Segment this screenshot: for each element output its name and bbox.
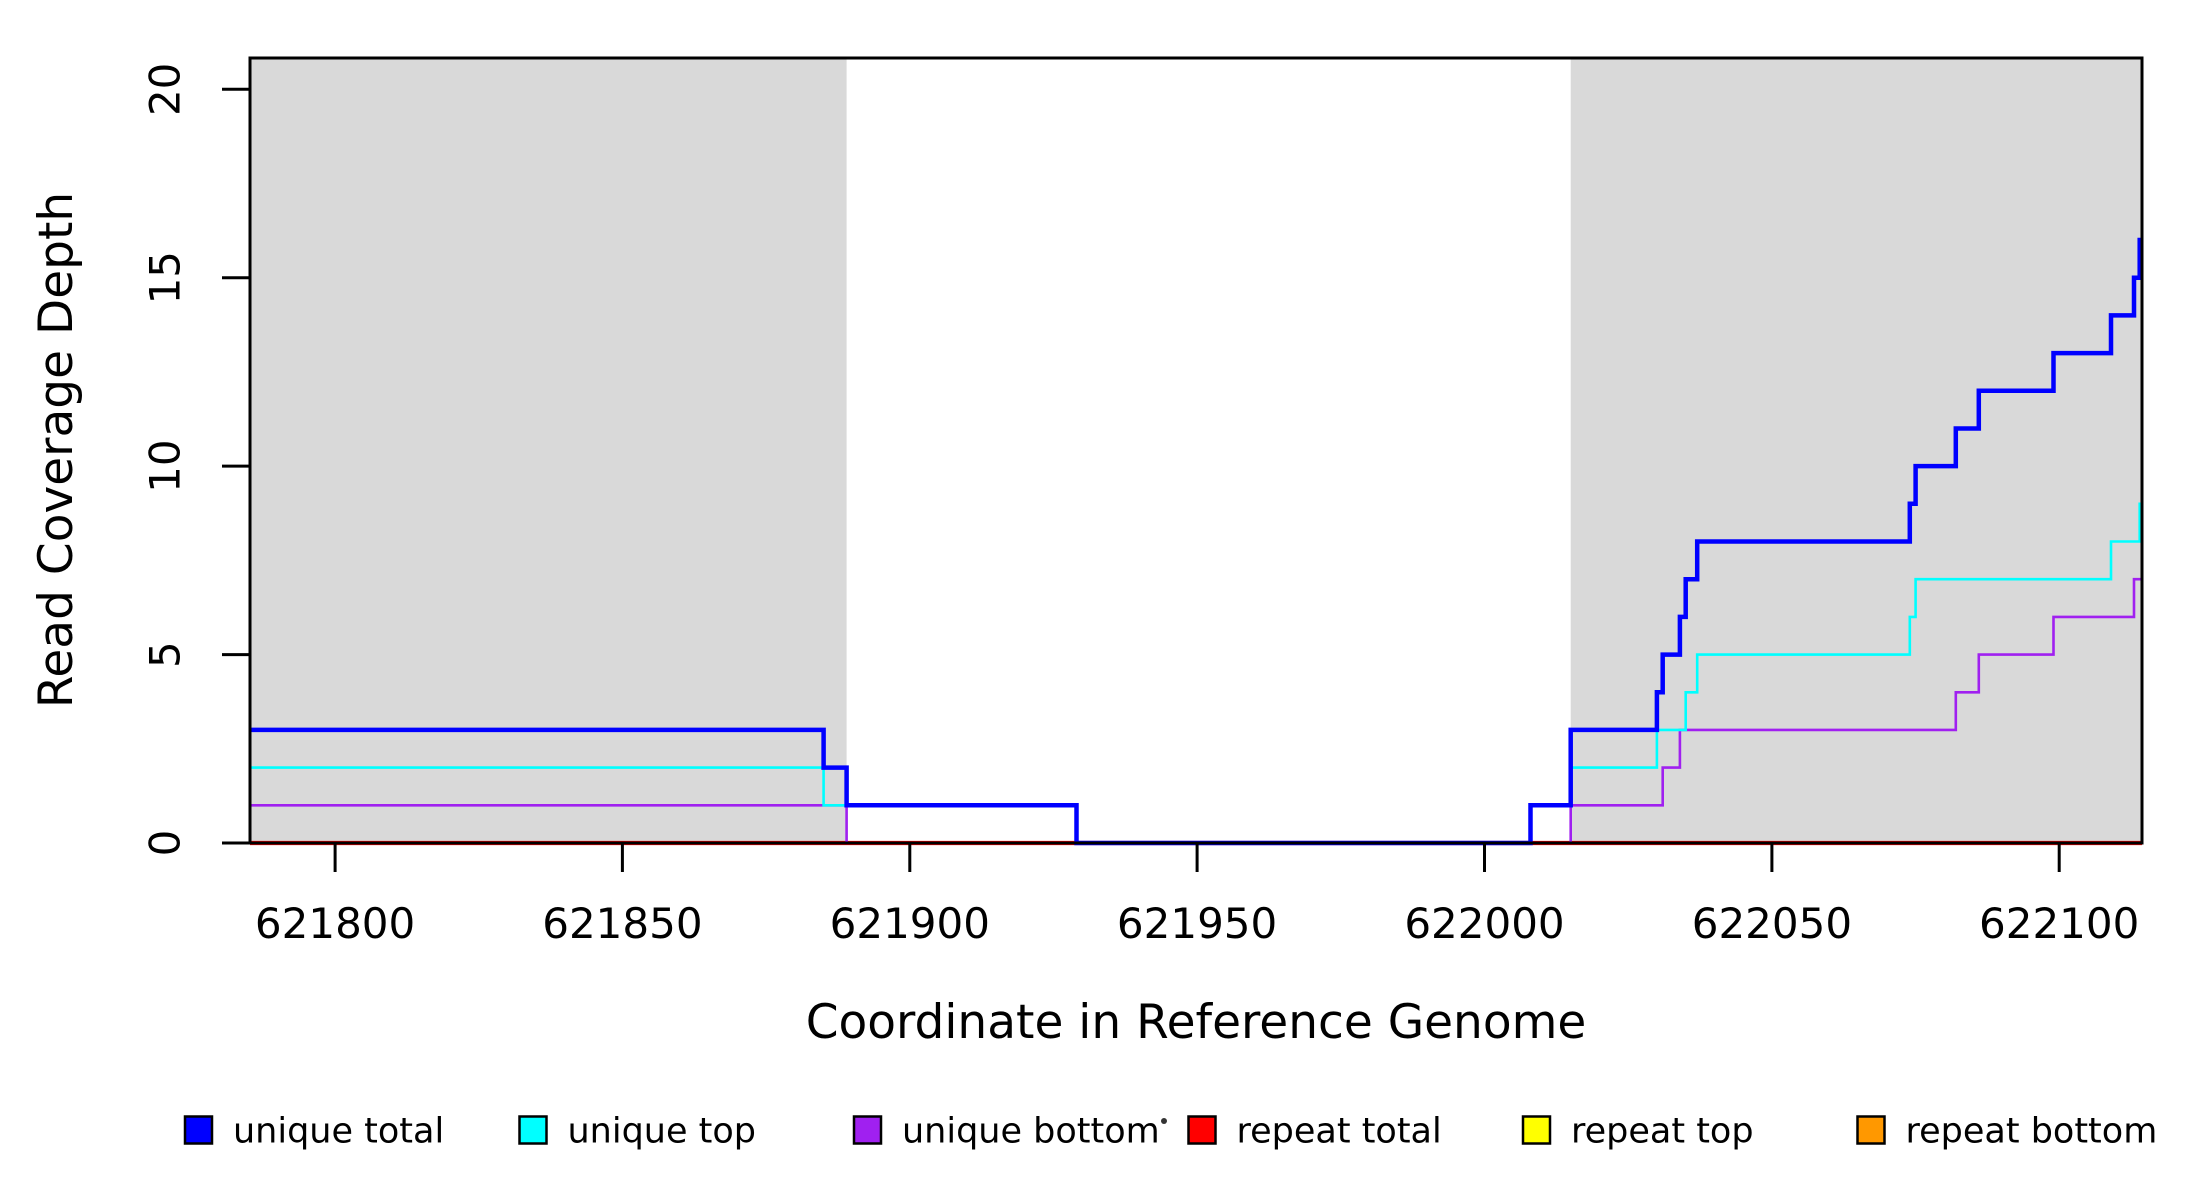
x-tick-label: 622050 bbox=[1692, 899, 1852, 948]
legend-swatch-unique-total bbox=[183, 1115, 214, 1145]
y-axis-title: Read Coverage Depth bbox=[29, 192, 84, 708]
y-tick-label: 15 bbox=[141, 251, 190, 304]
legend-label: unique top bbox=[568, 1111, 757, 1151]
x-tick-label: 621800 bbox=[255, 899, 415, 948]
x-tick-label: 621950 bbox=[1117, 899, 1277, 948]
shaded-regions-layer bbox=[250, 58, 2142, 843]
x-tick-label: 621850 bbox=[542, 899, 702, 948]
legend-label: repeat top bbox=[1571, 1111, 1754, 1151]
y-tick-label: 5 bbox=[141, 641, 190, 668]
legend-label: unique bottom bbox=[902, 1111, 1160, 1151]
x-tick-label: 622000 bbox=[1404, 899, 1564, 948]
left-repeat-region bbox=[250, 58, 847, 843]
legend-swatch-repeat-bottom bbox=[1856, 1115, 1886, 1145]
legend-label: repeat bottom bbox=[1906, 1111, 2158, 1151]
right-repeat-region bbox=[1570, 58, 2142, 843]
legend-swatch-repeat-total bbox=[1187, 1115, 1217, 1145]
y-tick-label: 0 bbox=[141, 830, 190, 857]
stray-dot bbox=[1161, 1118, 1167, 1124]
legend-label: unique total bbox=[233, 1111, 444, 1151]
legend-layer: unique total unique top unique bottom repea… bbox=[183, 1111, 2158, 1151]
y-tick-label: 10 bbox=[141, 439, 190, 492]
y-tick-label: 20 bbox=[141, 63, 190, 116]
x-axis-title: Coordinate in Reference Genome bbox=[806, 995, 1587, 1050]
x-tick-label: 621900 bbox=[830, 899, 990, 948]
x-tick-label: 622100 bbox=[1979, 899, 2139, 948]
legend-swatch-unique-bottom bbox=[852, 1115, 883, 1145]
legend-swatch-repeat-top bbox=[1521, 1115, 1552, 1145]
legend-label: repeat total bbox=[1237, 1111, 1442, 1151]
axes-layer: 621800 621850 621900 621950 622000 622050 6221… bbox=[141, 56, 2144, 948]
legend-swatch-unique-top bbox=[518, 1115, 548, 1145]
